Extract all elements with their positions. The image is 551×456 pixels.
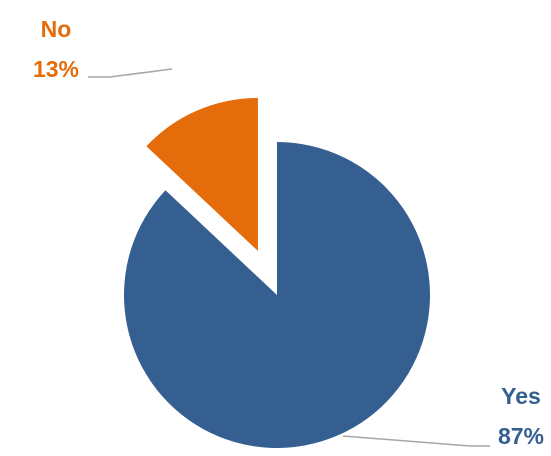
data-label-category-no: No — [41, 16, 72, 42]
leader-line-yes — [342, 435, 490, 447]
pie-slice-no — [146, 97, 258, 251]
data-label-value-no: 13% — [33, 56, 79, 82]
pie-slice-yes — [124, 142, 431, 448]
data-label-value-yes: 87% — [498, 423, 544, 449]
leader-line-no — [88, 68, 173, 78]
data-label-category-yes: Yes — [501, 383, 541, 409]
